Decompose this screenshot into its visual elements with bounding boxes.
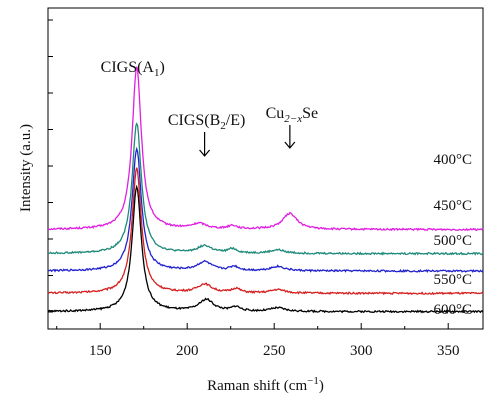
temp-label-400c: 400°C: [433, 152, 472, 168]
y-axis-title: Intensity (a.u.): [18, 124, 34, 212]
series-line-550c: [47, 167, 484, 296]
x-tick-label: 200: [176, 343, 199, 359]
series-labels: 400°C 450°C 500°C 550°C 600°C: [433, 152, 472, 318]
x-tick-label: 250: [263, 343, 286, 359]
y-axis: Intensity (a.u.): [18, 19, 53, 313]
annotation-cigs-a1: CIGS(A1): [101, 59, 165, 79]
annotation-cigs-b2e: CIGS(B2/E): [168, 112, 246, 132]
annotation-cu2xse: Cu2−xSe: [266, 105, 318, 125]
series-line-400c: [47, 66, 484, 232]
plot-area-border: [47, 7, 484, 330]
plot-frame: [47, 7, 484, 330]
x-axis: 150 200 250 300 350 Raman shift (cm−1): [56, 323, 460, 394]
x-tick-label: 150: [89, 343, 112, 359]
temp-label-450c: 450°C: [433, 198, 472, 214]
temp-label-600c: 600°C: [433, 302, 472, 318]
series-group: [47, 66, 484, 314]
x-tick-label: 300: [350, 343, 373, 359]
x-axis-title: Raman shift (cm−1): [207, 375, 324, 394]
x-tick-label: 350: [437, 343, 460, 359]
peak-annotations: CIGS(A1) CIGS(B2/E) Cu2−xSe: [101, 59, 318, 157]
arrow-cigs-b2e-head: [199, 149, 211, 157]
series-line-600c: [47, 184, 484, 314]
arrow-cu2xse-head: [284, 141, 296, 149]
series-line-450c: [47, 122, 484, 256]
temp-label-500c: 500°C: [433, 233, 472, 249]
temp-label-550c: 550°C: [433, 272, 472, 288]
series-line-500c: [47, 146, 484, 273]
